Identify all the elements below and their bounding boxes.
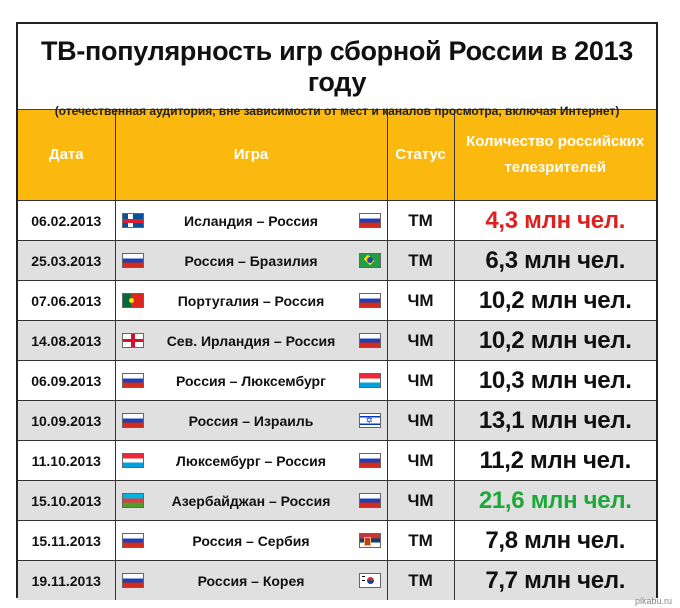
watermark: pikabu.ru	[634, 596, 672, 606]
portugal-flag-icon	[121, 293, 144, 308]
game-cell: Исландия – Россия	[115, 200, 388, 241]
table-row: 06.02.2013 Исландия – Россия ТМ 4,3 млн …	[18, 200, 656, 241]
status-cell: ТМ	[387, 240, 455, 281]
header-viewers-line1: Количество российских	[466, 133, 645, 150]
games-table: Дата Игра Статус Количество российских т…	[18, 110, 656, 600]
status-cell: ЧМ	[387, 440, 455, 481]
date-cell: 14.08.2013	[18, 320, 116, 361]
table-row: 11.10.2013 Люксембург – Россия ЧМ 11,2 м…	[18, 440, 656, 481]
table-row: 10.09.2013 Россия – Израиль ЧМ 13,1 млн …	[18, 400, 656, 441]
game-name: Россия – Бразилия	[184, 252, 318, 269]
date-cell: 07.06.2013	[18, 280, 116, 321]
page-title: ТВ-популярность игр сборной России в 201…	[40, 36, 634, 97]
table-row: 15.11.2013 Россия – Сербия ТМ 7,8 млн че…	[18, 520, 656, 561]
date-cell: 15.11.2013	[18, 520, 116, 561]
game-name: Португалия – Россия	[177, 292, 325, 309]
viewers-cell: 7,7 млн чел.	[454, 560, 656, 600]
date-cell: 06.02.2013	[18, 200, 116, 241]
date-cell: 15.10.2013	[18, 480, 116, 521]
table-sheet: ТВ-популярность игр сборной России в 201…	[16, 22, 658, 600]
game-cell: Россия – Корея	[115, 560, 388, 600]
game-name: Исландия – Россия	[184, 212, 318, 229]
game-cell: Россия – Израиль	[115, 400, 388, 441]
russia-flag-icon	[121, 573, 144, 588]
viewers-cell: 10,2 млн чел.	[454, 280, 656, 321]
game-cell: Россия – Люксембург	[115, 360, 388, 401]
header-viewers-line2: телезрителей	[504, 159, 607, 176]
status-cell: ТМ	[387, 560, 455, 600]
title-block: ТВ-популярность игр сборной России в 201…	[18, 24, 656, 118]
luxembourg-flag-icon	[121, 453, 144, 468]
viewers-cell: 13,1 млн чел.	[454, 400, 656, 441]
korea-flag-icon	[358, 573, 381, 588]
date-cell: 25.03.2013	[18, 240, 116, 281]
brazil-flag-icon	[358, 253, 381, 268]
viewers-cell: 21,6 млн чел.	[454, 480, 656, 521]
status-cell: ЧМ	[387, 360, 455, 401]
game-name: Россия – Израиль	[188, 412, 314, 429]
russia-flag-icon	[121, 373, 144, 388]
russia-flag-icon	[358, 213, 381, 228]
game-cell: Португалия – Россия	[115, 280, 388, 321]
game-name: Россия – Корея	[197, 572, 305, 589]
azerbaijan-flag-icon	[121, 493, 144, 508]
game-cell: Азербайджан – Россия	[115, 480, 388, 521]
date-cell: 10.09.2013	[18, 400, 116, 441]
date-cell: 06.09.2013	[18, 360, 116, 401]
header-viewers: Количество российских телезрителей	[454, 110, 656, 201]
status-cell: ЧМ	[387, 400, 455, 441]
viewers-cell: 10,3 млн чел.	[454, 360, 656, 401]
viewers-cell: 6,3 млн чел.	[454, 240, 656, 281]
game-cell: Сев. Ирландия – Россия	[115, 320, 388, 361]
viewers-cell: 11,2 млн чел.	[454, 440, 656, 481]
serbia-flag-icon	[358, 533, 381, 548]
table-row: 14.08.2013 Сев. Ирландия – Россия ЧМ 10,…	[18, 320, 656, 361]
russia-flag-icon	[121, 253, 144, 268]
header-date: Дата	[18, 110, 116, 201]
status-cell: ЧМ	[387, 320, 455, 361]
status-cell: ЧМ	[387, 280, 455, 321]
table-row: 06.09.2013 Россия – Люксембург ЧМ 10,3 м…	[18, 360, 656, 401]
game-name: Сев. Ирландия – Россия	[166, 332, 336, 349]
russia-flag-icon	[358, 293, 381, 308]
date-cell: 19.11.2013	[18, 560, 116, 600]
viewers-cell: 10,2 млн чел.	[454, 320, 656, 361]
status-cell: ТМ	[387, 520, 455, 561]
russia-flag-icon	[358, 333, 381, 348]
viewers-cell: 7,8 млн чел.	[454, 520, 656, 561]
header-status: Статус	[387, 110, 455, 201]
date-cell: 11.10.2013	[18, 440, 116, 481]
russia-flag-icon	[121, 533, 144, 548]
russia-flag-icon	[358, 493, 381, 508]
game-cell: Люксембург – Россия	[115, 440, 388, 481]
game-name: Люксембург – Россия	[176, 452, 326, 469]
table-header-row: Дата Игра Статус Количество российских т…	[18, 110, 656, 201]
game-name: Азербайджан – Россия	[171, 492, 331, 509]
viewers-cell: 4,3 млн чел.	[454, 200, 656, 241]
game-cell: Россия – Бразилия	[115, 240, 388, 281]
game-name: Россия – Люксембург	[176, 372, 326, 389]
russia-flag-icon	[121, 413, 144, 428]
table-row: 07.06.2013 Португалия – Россия ЧМ 10,2 м…	[18, 280, 656, 321]
page-subtitle: (отечественная аудитория, вне зависимост…	[54, 104, 620, 118]
northern-ireland-flag-icon	[121, 333, 144, 348]
russia-flag-icon	[358, 453, 381, 468]
game-cell: Россия – Сербия	[115, 520, 388, 561]
israel-flag-icon	[358, 413, 381, 428]
table-row: 19.11.2013 Россия – Корея ТМ 7,7 млн чел…	[18, 560, 656, 600]
status-cell: ТМ	[387, 200, 455, 241]
status-cell: ЧМ	[387, 480, 455, 521]
table-row: 15.10.2013 Азербайджан – Россия ЧМ 21,6 …	[18, 480, 656, 521]
iceland-flag-icon	[121, 213, 144, 228]
table-row: 25.03.2013 Россия – Бразилия ТМ 6,3 млн …	[18, 240, 656, 281]
header-game: Игра	[115, 110, 388, 201]
game-name: Россия – Сербия	[192, 532, 310, 549]
luxembourg-flag-icon	[358, 373, 381, 388]
